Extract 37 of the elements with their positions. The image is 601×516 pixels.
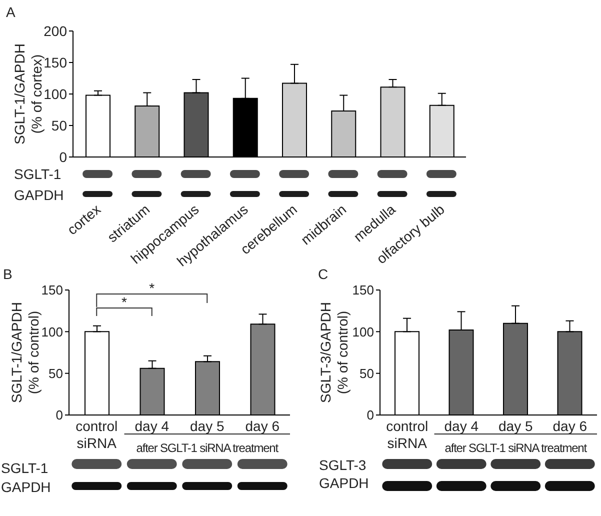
y-tick-label: 200 — [44, 22, 68, 39]
chart-title: C — [318, 266, 328, 282]
y-tick-label: 50 — [48, 366, 63, 381]
text: GAPDH — [14, 187, 64, 203]
y-tick-label: 150 — [352, 282, 374, 298]
text: GAPDH — [319, 475, 369, 491]
y-tick-label: 150 — [41, 282, 63, 298]
x-tick-label: control siRNA — [386, 418, 428, 451]
chart-title: A — [6, 4, 16, 20]
y-tick-label: 0 — [56, 408, 63, 423]
x-tick-label: day 4 — [134, 418, 170, 434]
text: SGLT-1 — [1, 460, 48, 476]
x-tick-label: day 6 — [245, 418, 280, 434]
y-tick-label: 100 — [352, 324, 374, 340]
y-tick-label: 150 — [44, 54, 68, 70]
y-axis-title: SGLT-1/GAPDH (% of control) — [8, 302, 42, 403]
y-tick-label: 50 — [51, 117, 68, 134]
annotation: * — [122, 294, 128, 310]
text: after SGLT-1 siRNA treatment — [444, 441, 588, 455]
x-tick-label: day 5 — [190, 418, 224, 434]
y-tick-label: 0 — [59, 148, 68, 165]
y-axis-title: SGLT-3/GAPDH (% of control) — [318, 302, 350, 403]
x-tick-label: control siRNA — [76, 418, 118, 451]
y-tick-label: 50 — [360, 366, 374, 381]
y-tick-label: 100 — [44, 86, 68, 102]
text: SGLT-3 — [319, 457, 366, 473]
text: after SGLT-1 siRNA treatment — [136, 441, 280, 455]
text: GAPDH — [1, 479, 51, 495]
y-axis-title: SGLT-1/GAPDH (% of cortex) — [12, 44, 44, 144]
chart-title: B — [3, 266, 12, 282]
y-tick-label: 100 — [41, 324, 63, 340]
x-tick-label: day 6 — [552, 418, 588, 434]
x-tick-label: day 4 — [444, 418, 479, 434]
y-tick-label: 0 — [366, 408, 374, 423]
x-tick-label: day 5 — [498, 418, 533, 434]
text: SGLT-1 — [14, 166, 62, 182]
annotation: * — [149, 280, 156, 296]
